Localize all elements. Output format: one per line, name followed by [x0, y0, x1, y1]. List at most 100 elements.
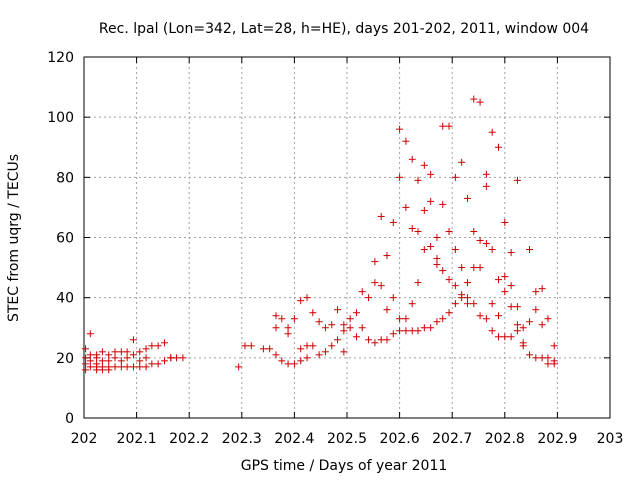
- x-tick-label: 202.1: [117, 431, 157, 447]
- data-point: [439, 315, 447, 323]
- data-point: [463, 279, 471, 287]
- data-point: [365, 336, 373, 344]
- data-point: [284, 360, 292, 368]
- y-tick-label: 80: [56, 170, 74, 186]
- data-point: [463, 194, 471, 202]
- data-point: [383, 306, 391, 314]
- data-point: [371, 258, 379, 266]
- data-point: [383, 336, 391, 344]
- x-tick-label: 202: [71, 431, 98, 447]
- data-point: [179, 354, 187, 362]
- data-point: [544, 360, 552, 368]
- data-point: [278, 315, 286, 323]
- data-point: [550, 360, 558, 368]
- data-point: [451, 173, 459, 181]
- data-point: [309, 342, 317, 350]
- data-point: [519, 324, 527, 332]
- data-point: [470, 300, 478, 308]
- data-point: [402, 137, 410, 145]
- data-point: [494, 333, 502, 341]
- x-tick-label: 202.9: [537, 431, 577, 447]
- data-point: [136, 357, 144, 365]
- data-point: [160, 357, 168, 365]
- data-point: [532, 306, 540, 314]
- data-point: [297, 345, 305, 353]
- data-point: [111, 363, 119, 371]
- data-point: [458, 264, 466, 272]
- data-point: [414, 279, 422, 287]
- data-point: [142, 354, 150, 362]
- data-point: [408, 155, 416, 163]
- data-point: [532, 288, 540, 296]
- data-point: [303, 354, 311, 362]
- data-point: [501, 218, 509, 226]
- chart-title: Rec. lpal (Lon=342, Lat=28, h=HE), days …: [99, 21, 589, 37]
- data-point: [346, 315, 354, 323]
- data-point: [272, 351, 280, 359]
- data-point: [82, 360, 90, 368]
- data-point: [340, 348, 348, 356]
- y-tick-label: 20: [56, 351, 74, 367]
- y-tick-label: 40: [56, 291, 74, 307]
- data-point: [340, 321, 348, 329]
- data-point: [427, 324, 435, 332]
- data-point: [501, 288, 509, 296]
- data-point: [507, 333, 515, 341]
- data-point: [136, 348, 144, 356]
- data-point: [501, 273, 509, 281]
- data-point: [105, 351, 113, 359]
- data-point: [427, 170, 435, 178]
- data-point: [247, 342, 255, 350]
- data-point: [352, 309, 360, 317]
- grid: [84, 57, 610, 418]
- data-point: [482, 315, 490, 323]
- data-point: [371, 279, 379, 287]
- data-point: [507, 282, 515, 290]
- data-point: [105, 357, 113, 365]
- data-point: [482, 182, 490, 190]
- data-point: [123, 354, 131, 362]
- data-point: [154, 360, 162, 368]
- y-tick-label: 100: [47, 110, 74, 126]
- data-point: [544, 315, 552, 323]
- data-point: [526, 351, 534, 359]
- x-tick-label: 202.5: [327, 431, 367, 447]
- data-point: [439, 267, 447, 275]
- data-point: [377, 282, 385, 290]
- data-point: [98, 348, 106, 356]
- data-point: [346, 324, 354, 332]
- data-point: [526, 318, 534, 326]
- data-point: [463, 300, 471, 308]
- x-tick-labels: 202 202.1 202.2 202.3 202.4 202.5 202.6 202.7 20…: [71, 431, 624, 447]
- data-point: [414, 327, 422, 335]
- data-point: [396, 315, 404, 323]
- data-point: [494, 276, 502, 284]
- data-point: [507, 303, 515, 311]
- data-point: [82, 366, 90, 374]
- data-point: [507, 249, 515, 257]
- data-point: [98, 366, 106, 374]
- data-point: [470, 227, 478, 235]
- data-point: [284, 330, 292, 338]
- data-point: [488, 327, 496, 335]
- data-point: [377, 212, 385, 220]
- y-tick-label: 60: [56, 231, 74, 247]
- y-axis-label: STEC from uqrg / TECUs: [6, 154, 22, 322]
- data-point: [86, 363, 94, 371]
- data-point: [136, 363, 144, 371]
- data-point: [142, 363, 150, 371]
- data-point: [427, 197, 435, 205]
- data-point: [420, 161, 428, 169]
- data-point: [476, 98, 484, 106]
- data-point: [266, 345, 274, 353]
- data-point: [433, 318, 441, 326]
- data-point: [334, 306, 342, 314]
- data-point: [445, 122, 453, 130]
- data-point: [259, 345, 267, 353]
- x-tick-label: 202.3: [222, 431, 262, 447]
- data-point: [111, 354, 119, 362]
- data-point: [297, 357, 305, 365]
- data-point: [365, 294, 373, 302]
- data-point: [445, 309, 453, 317]
